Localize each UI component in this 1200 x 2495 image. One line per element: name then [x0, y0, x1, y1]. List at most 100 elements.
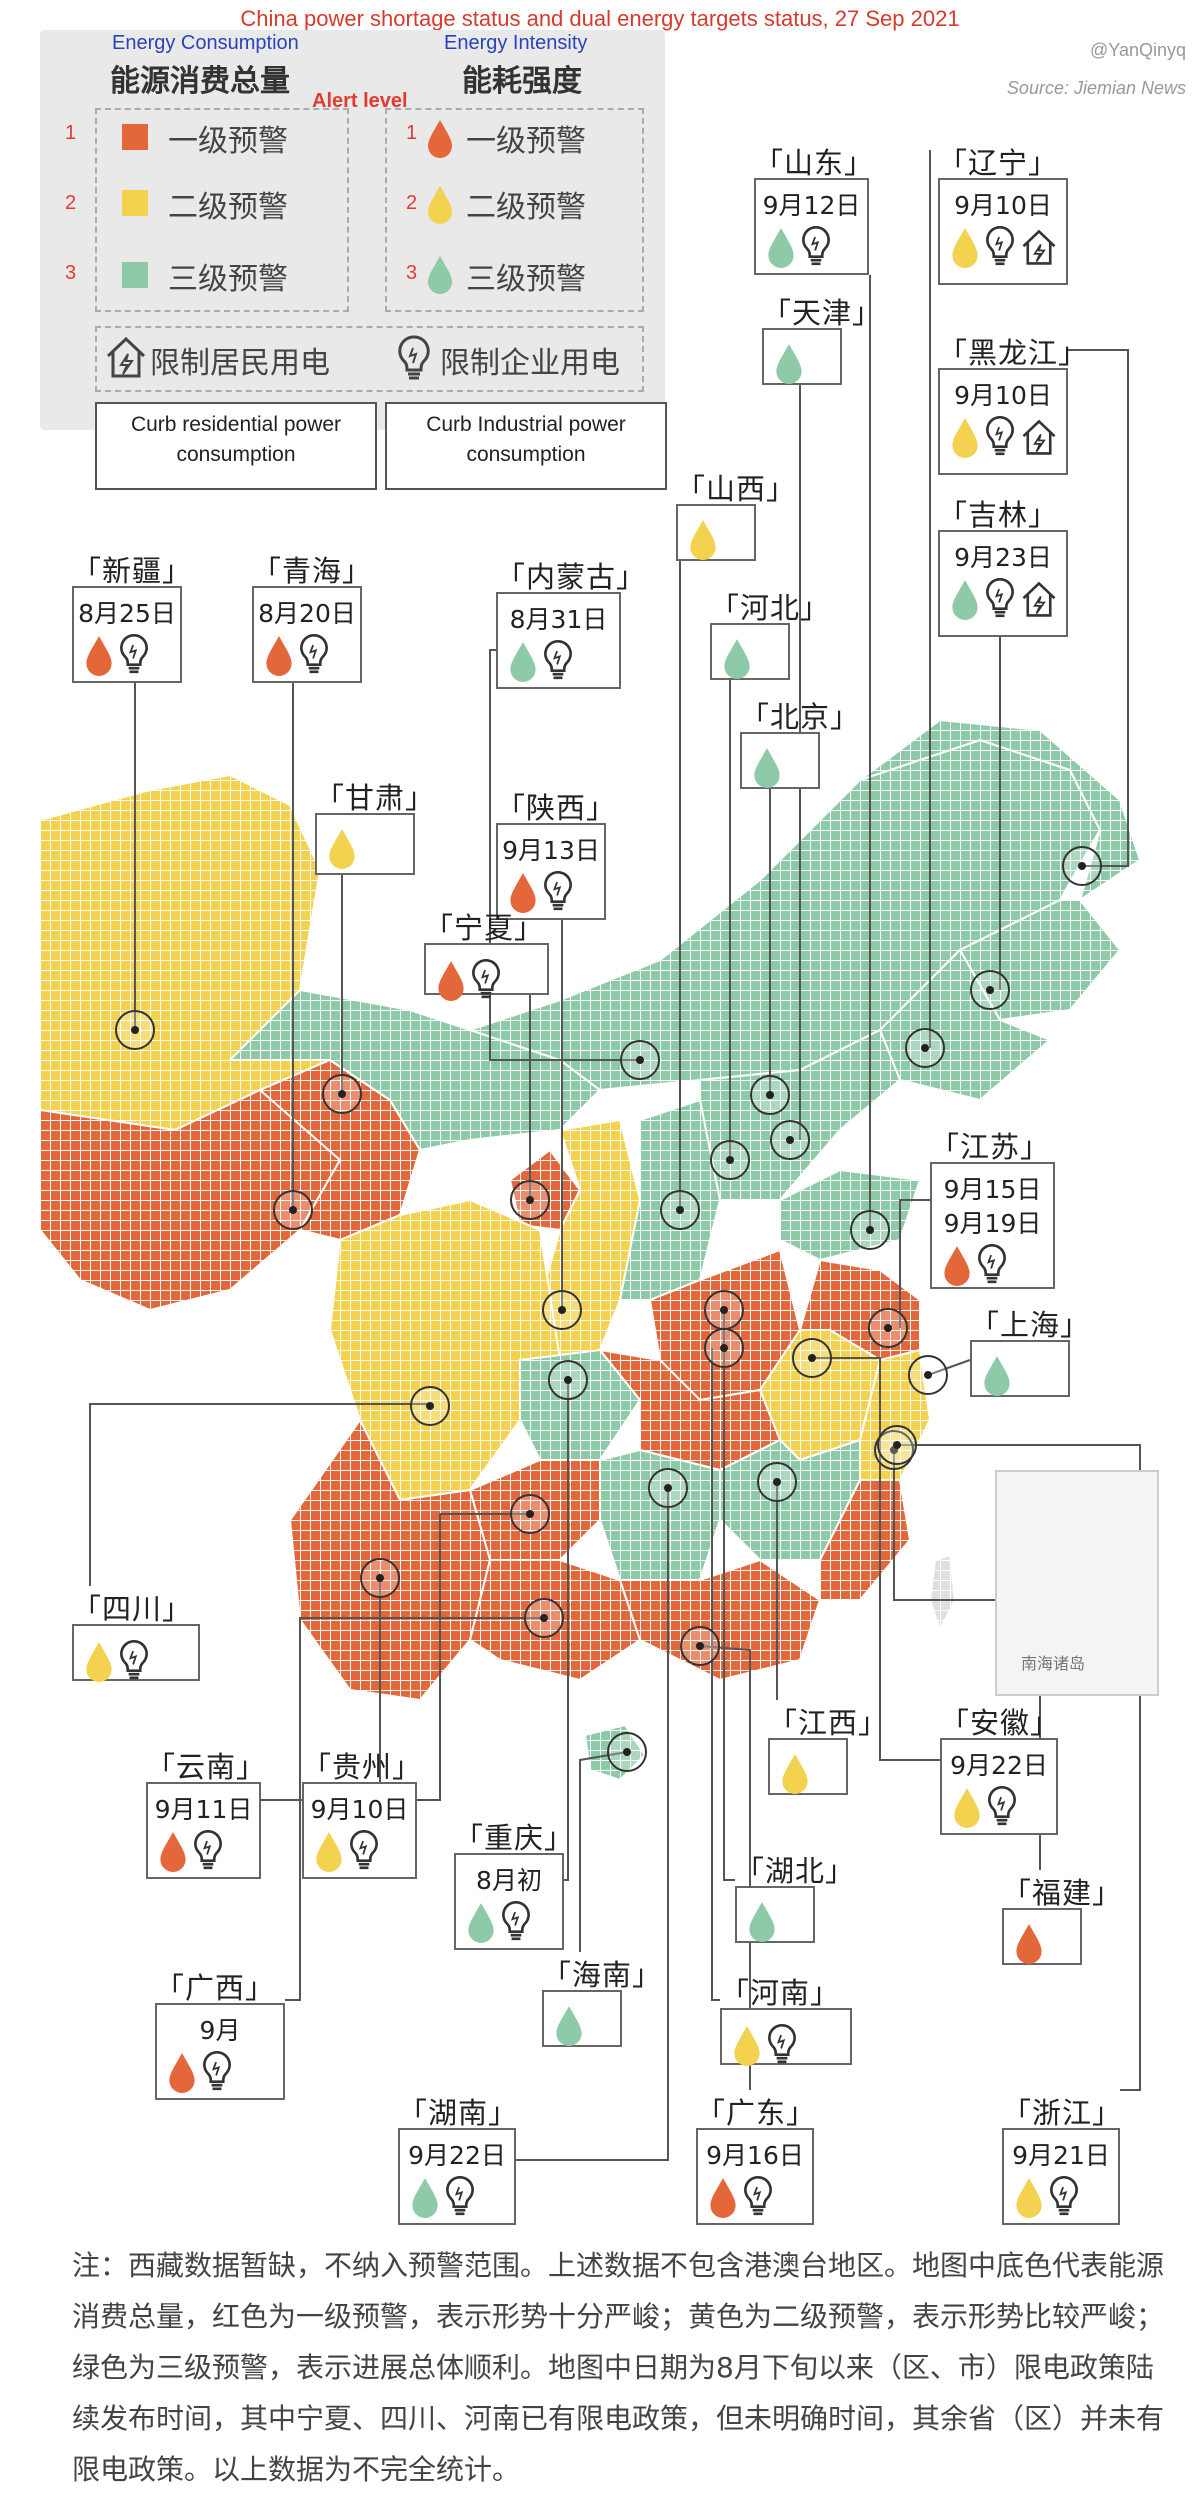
province-card-body: [72, 1624, 200, 1682]
province-card-body: 9月16日: [696, 2128, 814, 2225]
legend-red-drop-icon: [428, 120, 452, 158]
province-card-body: [720, 2008, 852, 2066]
province-name: 「山西」: [676, 472, 797, 506]
province-icons: [410, 2174, 476, 2218]
legend-intensity-3-num: 3: [406, 262, 418, 284]
map-marker-hainan: [607, 1732, 647, 1772]
map-marker-jilin: [970, 970, 1010, 1010]
intensity-drop-icon: [944, 1246, 970, 1286]
leader-line-sichuan: [89, 1403, 430, 1586]
map-marker-guangdong: [680, 1626, 720, 1666]
policy-date: 8月25日: [78, 599, 176, 628]
province-name: 「浙江」: [1002, 2096, 1123, 2130]
region-guangdong-grid: [618, 1558, 822, 1682]
leader-line-hunan: [516, 1488, 669, 2161]
industrial-bulb-icon: [120, 633, 148, 674]
policy-date: 9月12日: [762, 191, 861, 220]
legend-level-1-label: 一级预警: [168, 124, 288, 159]
province-name: 「青海」: [252, 554, 373, 588]
leader-line-jiangsu: [899, 1199, 930, 1328]
legend-intensity-1-num: 1: [406, 122, 418, 144]
province-icons: [84, 1638, 150, 1682]
legend-industrial-label: 限制企业用电: [440, 346, 620, 381]
intensity-drop-icon: [329, 829, 355, 869]
province-name: 「江西」: [768, 1706, 889, 1740]
industrial-bulb-icon: [986, 415, 1014, 456]
province-card-body: 9月15日 9月19日: [930, 1162, 1055, 1289]
policy-date: 9月22日: [950, 1751, 1048, 1780]
leader-line-anhui: [812, 1357, 940, 1761]
industrial-bulb-icon: [544, 870, 572, 911]
legend-green-drop-icon: [428, 256, 452, 294]
map-marker-henan: [704, 1328, 744, 1368]
industrial-bulb-icon: [120, 1639, 148, 1680]
map-marker-guangxi: [524, 1598, 564, 1638]
map-marker-guizhou: [510, 1494, 550, 1534]
province-card-body: 8月25日: [72, 586, 182, 683]
province-icons: [780, 1752, 810, 1794]
intensity-drop-icon: [749, 1902, 775, 1942]
industrial-bulb-icon: [502, 1900, 530, 1941]
leader-line-hainan: [579, 1751, 628, 1952]
legend-intensity-2-label: 二级预警: [466, 190, 586, 225]
intensity-drop-icon: [86, 1642, 112, 1682]
leader-line-zhejiang: [897, 1444, 1141, 2091]
intensity-drop-icon: [510, 873, 536, 913]
policy-date: 9月: [199, 2016, 241, 2045]
legend-intensity-box: [385, 108, 644, 312]
province-card-body: 9月21日: [1002, 2128, 1120, 2225]
industrial-bulb-icon: [194, 1829, 222, 1870]
province-icons: [158, 1828, 224, 1872]
map-marker-hebei: [710, 1140, 750, 1180]
legend-intensity-en: Energy Intensity: [444, 32, 588, 54]
province-name: 「北京」: [740, 700, 861, 734]
legend-residential-label: 限制居民用电: [150, 346, 330, 381]
province-card-body: 9月13日: [496, 823, 606, 920]
policy-date: 8月31日: [509, 605, 608, 634]
map-marker-hubei: [704, 1290, 744, 1330]
province-name: 「河北」: [710, 591, 831, 625]
province-card-body: [424, 943, 549, 1001]
province-card-body: [710, 623, 790, 680]
chart-title: China power shortage status and dual ene…: [240, 6, 960, 31]
province-icons: [327, 827, 357, 869]
province-icons: [950, 576, 1058, 620]
legend-yellow-swatch: [122, 190, 148, 216]
intensity-drop-icon: [710, 2178, 736, 2218]
province-card-body: 9月: [155, 2003, 285, 2100]
legend-level-2-num: 2: [65, 192, 77, 214]
province-icons: [508, 638, 574, 682]
province-name: 「吉林」: [938, 498, 1059, 532]
region-guangxi-grid: [468, 1559, 642, 1682]
industrial-bulb-icon: [350, 1829, 378, 1870]
industrial-bulb-icon: [802, 225, 830, 266]
residential-house-icon: [1022, 229, 1056, 265]
province-card-body: [762, 328, 842, 385]
region-hunan-grid: [599, 1448, 721, 1581]
industrial-bulb-icon: [986, 577, 1014, 618]
footnote: 注：西藏数据暂缺，不纳入预警范围。上述数据不包含港澳台地区。地图中底色代表能源消…: [72, 2249, 1165, 2486]
industrial-bulb-icon: [768, 2023, 796, 2064]
residential-house-icon: [1022, 581, 1056, 617]
province-name: 「安徽」: [940, 1706, 1061, 1740]
map-marker-qinghai: [273, 1190, 313, 1230]
intensity-drop-icon: [412, 2178, 438, 2218]
source-credit: Source: Jiemian News: [1006, 78, 1186, 98]
province-icons: [466, 1899, 532, 1943]
province-card-body: 8月初: [454, 1853, 564, 1950]
leader-line-guizhou: [417, 1513, 530, 1801]
policy-date: 9月15日: [943, 1175, 1042, 1204]
leader-line-henan: [711, 1348, 720, 2001]
province-name: 「河南」: [720, 1976, 841, 2010]
intensity-drop-icon: [768, 228, 794, 268]
industrial-bulb-icon: [472, 958, 500, 999]
intensity-drop-icon: [1016, 1924, 1042, 1964]
province-card-body: 9月23日: [938, 530, 1068, 637]
region-heilongjiang-grid: [859, 718, 1142, 903]
province-icons: [766, 224, 832, 268]
intensity-drop-icon: [86, 636, 112, 676]
intensity-drop-icon: [754, 748, 780, 788]
map-marker-shanghai: [908, 1355, 948, 1395]
province-name: 「陕西」: [496, 791, 617, 825]
